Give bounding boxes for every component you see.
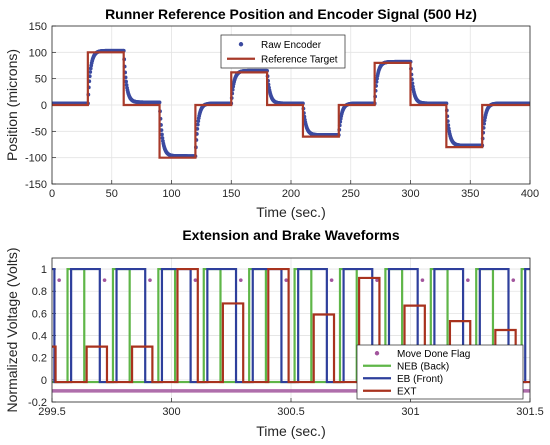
- x-tick-label: 301.5: [516, 406, 544, 418]
- y-tick-label: 0.8: [32, 286, 47, 298]
- x-axis-label: Time (sec.): [256, 423, 325, 439]
- legend-label: EB (Front): [397, 374, 443, 385]
- flag-point: [148, 278, 152, 282]
- flag-point: [375, 278, 379, 282]
- chart-title: Runner Reference Position and Encoder Si…: [105, 6, 477, 22]
- flag-point: [466, 278, 470, 282]
- x-tick-label: 200: [282, 188, 300, 200]
- x-axis-label: Time (sec.): [256, 204, 325, 220]
- flag-point: [329, 278, 334, 282]
- legend-box: [220, 34, 346, 69]
- encoder-point: [157, 100, 162, 105]
- y-tick-label: 0.4: [32, 331, 47, 343]
- y-tick-label: -0.2: [28, 397, 47, 409]
- y-tick-label: -100: [25, 153, 47, 165]
- x-tick-label: 300.5: [277, 406, 305, 418]
- x-tick-label: 350: [461, 188, 479, 200]
- encoder-point: [196, 119, 201, 124]
- axes-box: [51, 25, 531, 185]
- encoder-point: [88, 70, 93, 74]
- y-tick-label: 100: [29, 47, 47, 59]
- chart-title: Extension and Brake Waveforms: [182, 227, 400, 243]
- y-axis-label: Position (microns): [4, 49, 20, 161]
- flag-point: [239, 278, 243, 282]
- flag-point: [193, 278, 198, 282]
- flag-point: [511, 278, 516, 282]
- y-tick-label: -150: [25, 179, 47, 191]
- encoder-point: [482, 118, 487, 123]
- x-tick-label: 300: [401, 188, 419, 200]
- x-tick-label: 400: [521, 188, 539, 200]
- y-tick-label: 50: [35, 74, 47, 86]
- x-tick-label: 0: [49, 188, 55, 200]
- flag-point: [420, 278, 425, 282]
- y-tick-label: -50: [31, 126, 47, 138]
- legend: Raw Encoder Reference Target: [220, 34, 346, 69]
- legend-label: Move Done Flag: [397, 349, 470, 360]
- x-tick-label: 100: [162, 188, 180, 200]
- legend-label: Raw Encoder: [261, 40, 322, 51]
- y-axis-label: Normalized Voltage (Volts): [4, 248, 20, 413]
- axes-box: [51, 257, 531, 403]
- position-chart: 0 50 100 150 200 250 300 350 400 150 100 50 0 -50 -100…: [4, 6, 539, 220]
- y-tick-label: 0: [41, 375, 47, 387]
- series-group: [52, 48, 530, 159]
- encoder-point: [195, 122, 200, 127]
- flag-point: [57, 278, 61, 282]
- encoder-point: [160, 136, 165, 140]
- x-tick-label: 299.5: [38, 406, 66, 418]
- encoder-point: [124, 83, 129, 87]
- flag-point: [102, 278, 107, 282]
- y-tick-label: 1: [41, 264, 47, 276]
- legend-label: NEB (Back): [397, 361, 449, 372]
- series-reference-target: [52, 51, 530, 159]
- waveform-chart: 299.5 300 300.5 301 301.5 1 0.8 0.6 0.4 0.2 0 -0.2 E…: [4, 227, 544, 439]
- y-tick-label: 150: [29, 21, 47, 33]
- y-tick-label: 0.6: [32, 308, 47, 320]
- x-tick-label: 50: [106, 188, 118, 200]
- x-tick-label: 300: [162, 406, 180, 418]
- encoder-point: [88, 66, 93, 71]
- legend-marker: [374, 351, 380, 356]
- encoder-point: [160, 132, 164, 137]
- y-tick-label: 0: [41, 100, 47, 112]
- series-ext: [52, 267, 530, 384]
- x-tick-label: 301: [401, 406, 419, 418]
- legend-label: EXT: [397, 386, 416, 397]
- legend-label: Reference Target: [261, 54, 338, 65]
- x-tick-label: 250: [342, 188, 360, 200]
- encoder-point: [124, 79, 128, 84]
- y-tick-label: 0.2: [32, 353, 47, 365]
- x-tick-label: 150: [222, 188, 240, 200]
- encoder-point: [446, 126, 451, 131]
- flag-point: [284, 278, 289, 282]
- legend-marker: [238, 42, 244, 47]
